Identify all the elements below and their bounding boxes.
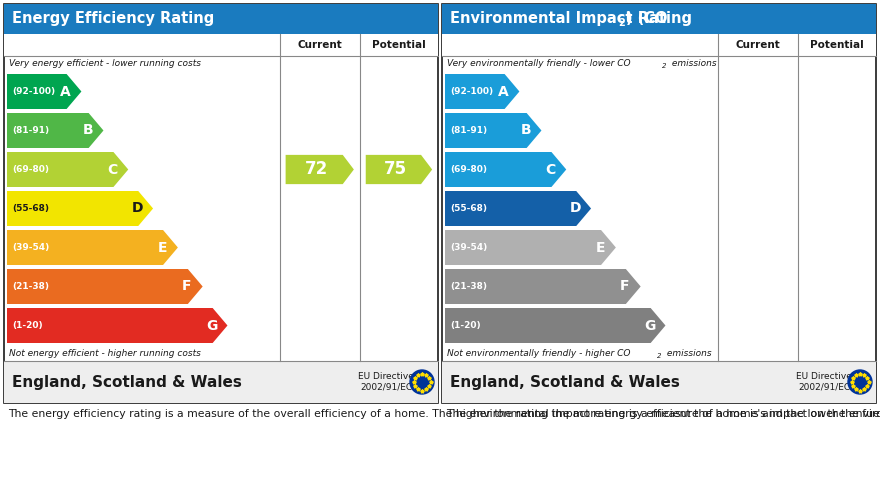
Text: 2: 2 <box>657 352 662 358</box>
Text: ) Rating: ) Rating <box>626 11 692 27</box>
Text: Current: Current <box>297 40 342 50</box>
Text: (1-20): (1-20) <box>12 321 42 330</box>
Text: G: G <box>644 318 656 332</box>
Text: England, Scotland & Wales: England, Scotland & Wales <box>12 375 242 389</box>
Polygon shape <box>7 74 82 109</box>
Polygon shape <box>7 308 227 343</box>
Text: (21-38): (21-38) <box>450 282 487 291</box>
Text: emissions: emissions <box>669 60 716 69</box>
Text: Very energy efficient - lower running costs: Very energy efficient - lower running co… <box>9 60 201 69</box>
Circle shape <box>848 370 872 394</box>
Polygon shape <box>7 152 128 187</box>
Text: (92-100): (92-100) <box>450 87 493 96</box>
Polygon shape <box>445 308 665 343</box>
Text: Current: Current <box>736 40 780 50</box>
Text: E: E <box>158 241 167 254</box>
Text: (21-38): (21-38) <box>12 282 49 291</box>
Text: (39-54): (39-54) <box>12 243 49 252</box>
Text: EU Directive
2002/91/EC: EU Directive 2002/91/EC <box>796 372 852 392</box>
Text: 2: 2 <box>662 64 666 70</box>
Text: England, Scotland & Wales: England, Scotland & Wales <box>450 375 680 389</box>
Text: Environmental Impact (CO: Environmental Impact (CO <box>450 11 668 27</box>
Bar <box>442 4 876 34</box>
Text: emissions: emissions <box>664 349 712 357</box>
Text: 2: 2 <box>618 17 625 28</box>
Bar <box>442 361 876 403</box>
Polygon shape <box>445 191 591 226</box>
Text: 72: 72 <box>304 161 327 178</box>
Text: (69-80): (69-80) <box>12 165 49 174</box>
Text: (69-80): (69-80) <box>450 165 487 174</box>
Text: (92-100): (92-100) <box>12 87 55 96</box>
Text: D: D <box>569 202 581 215</box>
Polygon shape <box>286 155 354 184</box>
Text: Potential: Potential <box>372 40 426 50</box>
Text: E: E <box>595 241 605 254</box>
Text: F: F <box>620 280 629 293</box>
Text: The energy efficiency rating is a measure of the overall efficiency of a home. T: The energy efficiency rating is a measur… <box>8 409 880 419</box>
Bar <box>4 4 438 34</box>
Bar <box>4 361 438 403</box>
Text: (81-91): (81-91) <box>450 126 488 135</box>
Text: C: C <box>546 163 555 176</box>
Text: (55-68): (55-68) <box>12 204 49 213</box>
Polygon shape <box>7 269 202 304</box>
Polygon shape <box>7 230 178 265</box>
Text: G: G <box>206 318 217 332</box>
Bar <box>442 34 876 56</box>
Polygon shape <box>445 113 541 148</box>
Text: Not environmentally friendly - higher CO: Not environmentally friendly - higher CO <box>447 349 630 357</box>
Text: A: A <box>498 84 509 99</box>
Text: Not energy efficient - higher running costs: Not energy efficient - higher running co… <box>9 349 201 357</box>
Text: 75: 75 <box>384 161 407 178</box>
Polygon shape <box>7 113 104 148</box>
Text: B: B <box>520 124 531 138</box>
Polygon shape <box>366 155 432 184</box>
Text: C: C <box>107 163 118 176</box>
Text: (55-68): (55-68) <box>450 204 487 213</box>
Bar <box>4 4 438 403</box>
Text: Energy Efficiency Rating: Energy Efficiency Rating <box>12 11 214 27</box>
Text: Very environmentally friendly - lower CO: Very environmentally friendly - lower CO <box>447 60 631 69</box>
Text: A: A <box>60 84 71 99</box>
Polygon shape <box>445 230 616 265</box>
Text: (81-91): (81-91) <box>12 126 49 135</box>
Text: B: B <box>83 124 93 138</box>
Text: (1-20): (1-20) <box>450 321 480 330</box>
Circle shape <box>410 370 434 394</box>
Polygon shape <box>445 74 519 109</box>
Text: Potential: Potential <box>810 40 864 50</box>
Text: D: D <box>131 202 143 215</box>
Text: F: F <box>182 280 192 293</box>
Text: EU Directive
2002/91/EC: EU Directive 2002/91/EC <box>358 372 414 392</box>
Text: (39-54): (39-54) <box>450 243 488 252</box>
Bar <box>4 34 438 56</box>
Text: The environmental impact rating is a measure of a home's impact on the environme: The environmental impact rating is a mea… <box>446 409 880 419</box>
Polygon shape <box>7 191 153 226</box>
Polygon shape <box>445 152 566 187</box>
Bar <box>442 4 876 403</box>
Polygon shape <box>445 269 641 304</box>
